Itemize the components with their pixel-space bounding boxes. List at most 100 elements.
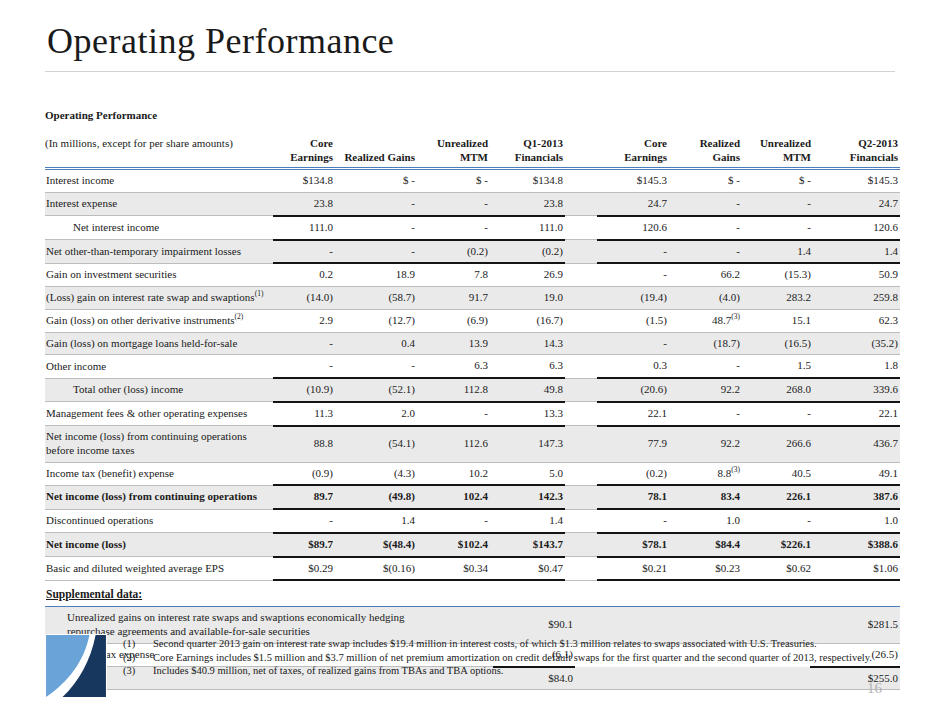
value-cell: 77.9 bbox=[597, 426, 669, 463]
value-cell: 15.1 bbox=[742, 309, 813, 332]
value-cell: $145.3 bbox=[597, 169, 669, 193]
value-cell: - bbox=[669, 240, 742, 264]
value-cell: 22.1 bbox=[813, 402, 900, 426]
table-row: Net other-than-temporary impairment loss… bbox=[45, 240, 900, 264]
row-spacer bbox=[565, 193, 597, 216]
column-header: Unrealized MTM bbox=[742, 92, 813, 169]
row-label: Gain (loss) on mortgage loans held-for-s… bbox=[45, 332, 273, 355]
value-cell: - bbox=[273, 355, 335, 378]
value-cell: - bbox=[742, 216, 813, 240]
value-cell: 266.6 bbox=[742, 426, 813, 463]
value-cell: $0.29 bbox=[273, 557, 335, 581]
value-cell: 259.8 bbox=[813, 287, 900, 310]
value-cell: (35.2) bbox=[813, 332, 900, 355]
value-cell: 13.9 bbox=[417, 332, 490, 355]
value-cell: (0.2) bbox=[490, 240, 565, 264]
row-spacer bbox=[565, 355, 597, 378]
value-cell: 111.0 bbox=[273, 216, 335, 240]
value-cell: - bbox=[273, 509, 335, 533]
value-cell: 1.5 bbox=[742, 355, 813, 378]
value-cell: (52.1) bbox=[335, 378, 417, 402]
value-cell: 40.5 bbox=[742, 462, 813, 485]
footnote-text: Core Earnings includes $1.5 million and … bbox=[153, 651, 872, 665]
value-cell: 120.6 bbox=[813, 216, 900, 240]
value-cell: $226.1 bbox=[742, 533, 813, 557]
value-cell: $ - bbox=[417, 169, 490, 193]
column-header: Q1-2013 Financials bbox=[490, 92, 565, 169]
row-spacer bbox=[565, 263, 597, 286]
value-cell: 91.7 bbox=[417, 287, 490, 310]
value-cell: 1.4 bbox=[335, 509, 417, 533]
column-header: Core Earnings bbox=[597, 92, 669, 169]
row-spacer bbox=[565, 216, 597, 240]
row-spacer bbox=[565, 378, 597, 402]
row-spacer bbox=[565, 309, 597, 332]
value-cell: 226.1 bbox=[742, 485, 813, 509]
row-label: Discontinued operations bbox=[45, 509, 273, 533]
value-cell: 92.2 bbox=[669, 378, 742, 402]
value-cell: - bbox=[335, 216, 417, 240]
row-spacer bbox=[565, 426, 597, 463]
value-cell: 92.2 bbox=[669, 426, 742, 463]
value-cell: $134.8 bbox=[273, 169, 335, 193]
value-cell: (10.9) bbox=[273, 378, 335, 402]
table-row: Income tax (benefit) expense(0.9)(4.3)10… bbox=[45, 462, 900, 485]
table-header-subtitle: (In millions, except for per share amoun… bbox=[45, 137, 271, 151]
row-spacer bbox=[565, 287, 597, 310]
value-cell: 142.3 bbox=[490, 485, 565, 509]
table-row: (Loss) gain on interest rate swap and sw… bbox=[45, 287, 900, 310]
row-spacer bbox=[565, 485, 597, 509]
table-row: Net income (loss) from continuing operat… bbox=[45, 485, 900, 509]
table-row: Interest income$134.8$ -$ -$134.8$145.3$… bbox=[45, 169, 900, 193]
row-label: Net other-than-temporary impairment loss… bbox=[45, 240, 273, 264]
value-cell: - bbox=[417, 402, 490, 426]
value-cell: 283.2 bbox=[742, 287, 813, 310]
row-spacer bbox=[565, 557, 597, 581]
table-row: Interest expense23.8--23.824.7--24.7 bbox=[45, 193, 900, 216]
company-logo-icon bbox=[45, 634, 107, 698]
value-cell: $ - bbox=[742, 169, 813, 193]
table-header-label: Operating Performance (In millions, exce… bbox=[45, 92, 273, 169]
table-row: Net interest income111.0--111.0120.6--12… bbox=[45, 216, 900, 240]
row-spacer bbox=[565, 509, 597, 533]
value-cell: - bbox=[669, 216, 742, 240]
value-cell: 88.8 bbox=[273, 426, 335, 463]
value-cell: $134.8 bbox=[490, 169, 565, 193]
value-cell: 24.7 bbox=[813, 193, 900, 216]
slide: Operating Performance Operating Performa… bbox=[0, 0, 940, 705]
value-cell: - bbox=[742, 402, 813, 426]
value-cell: 1.4 bbox=[742, 240, 813, 264]
row-label: Total other (loss) income bbox=[45, 378, 273, 402]
value-cell: 66.2 bbox=[669, 263, 742, 286]
value-cell: $388.6 bbox=[813, 533, 900, 557]
value-cell: - bbox=[742, 193, 813, 216]
value-cell: - bbox=[597, 332, 669, 355]
value-cell: - bbox=[417, 216, 490, 240]
row-label: Interest income bbox=[45, 169, 273, 193]
value-cell: 10.2 bbox=[417, 462, 490, 485]
value-cell: 1.8 bbox=[813, 355, 900, 378]
value-cell: 50.9 bbox=[813, 263, 900, 286]
row-label: Net income (loss) from continuing operat… bbox=[45, 485, 273, 509]
footnote: (3)Includes $40.9 million, net of taxes,… bbox=[123, 664, 872, 678]
value-cell: 2.0 bbox=[335, 402, 417, 426]
value-cell: $0.34 bbox=[417, 557, 490, 581]
column-header: Realized Gains bbox=[669, 92, 742, 169]
value-cell: 8.8(3) bbox=[669, 462, 742, 485]
table-row: Total other (loss) income(10.9)(52.1)112… bbox=[45, 378, 900, 402]
value-cell: 0.4 bbox=[335, 332, 417, 355]
value-cell: 1.0 bbox=[669, 509, 742, 533]
row-label: Income tax (benefit) expense bbox=[45, 462, 273, 485]
row-spacer bbox=[565, 533, 597, 557]
value-cell: 120.6 bbox=[597, 216, 669, 240]
row-label: Basic and diluted weighted average EPS bbox=[45, 557, 273, 581]
table-row: Gain (loss) on other derivative instrume… bbox=[45, 309, 900, 332]
row-label: Net income (loss) from continuing operat… bbox=[45, 426, 273, 463]
column-header: Q2-2013 Financials bbox=[813, 92, 900, 169]
column-header: Unrealized MTM bbox=[417, 92, 490, 169]
value-cell: 268.0 bbox=[742, 378, 813, 402]
value-cell: - bbox=[335, 355, 417, 378]
value-cell: - bbox=[335, 240, 417, 264]
value-cell: 6.3 bbox=[417, 355, 490, 378]
footnote-number: (2) bbox=[123, 651, 153, 665]
